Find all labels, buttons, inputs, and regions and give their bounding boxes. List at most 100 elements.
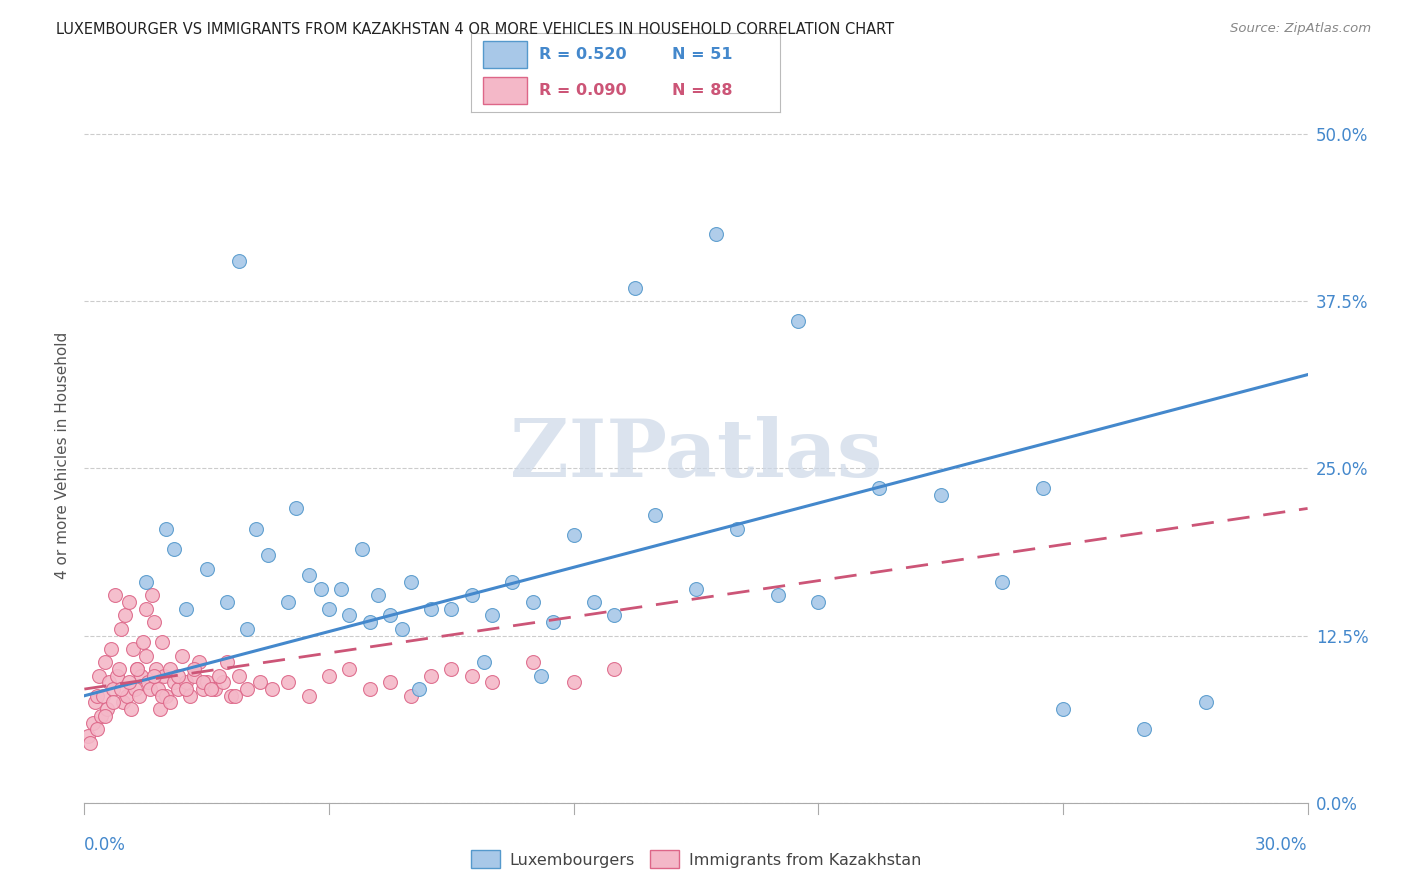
Y-axis label: 4 or more Vehicles in Household: 4 or more Vehicles in Household [55,331,70,579]
Point [86,689,108,703]
Point [112,696,135,710]
Point [472,655,495,669]
Point [145,662,167,676]
Point [127,662,149,676]
Point [298,689,321,703]
Point [149,702,172,716]
Text: LUXEMBOURGER VS IMMIGRANTS FROM KAZAKHSTAN 4 OR MORE VEHICLES IN HOUSEHOLD CORRE: LUXEMBOURGER VS IMMIGRANTS FROM KAZAKHST… [56,22,894,37]
Point [110,681,132,696]
FancyBboxPatch shape [484,77,527,103]
Point [93,708,117,723]
Point [543,615,565,630]
Point [172,648,194,663]
Point [461,669,484,683]
Point [644,508,666,523]
Point [787,314,810,328]
Point [309,582,332,596]
Point [217,595,239,609]
Point [1052,702,1074,716]
Point [97,675,120,690]
Point [991,574,1014,589]
Point [136,675,159,690]
Point [167,669,190,683]
Point [224,689,246,703]
Point [869,482,891,496]
Point [1195,696,1218,710]
Point [131,669,153,683]
Point [191,675,214,690]
Point [277,675,299,690]
Point [249,675,271,690]
Point [236,681,259,696]
Point [135,648,157,663]
Point [350,541,373,556]
Point [725,521,748,535]
Point [228,669,250,683]
Point [155,689,177,703]
Point [100,642,122,657]
Point [339,662,361,676]
Point [318,669,340,683]
Point [1032,482,1054,496]
Point [187,655,209,669]
Point [380,608,402,623]
Point [522,655,544,669]
Point [174,675,197,690]
Point [603,662,626,676]
Text: R = 0.090: R = 0.090 [538,83,627,98]
Point [440,601,463,615]
Point [399,689,422,703]
Point [174,601,197,615]
Point [522,595,544,609]
Point [195,562,218,576]
Point [277,595,299,609]
Point [530,669,553,683]
Point [204,681,226,696]
Point [257,548,280,563]
Point [128,689,150,703]
Point [108,662,131,676]
Point [132,635,155,649]
Point [87,669,110,683]
Point [183,662,205,676]
Point [624,280,647,294]
Point [138,681,160,696]
Point [127,662,149,676]
Text: R = 0.520: R = 0.520 [538,46,627,62]
Point [208,669,231,683]
Point [481,608,503,623]
FancyBboxPatch shape [484,41,527,68]
Point [135,574,157,589]
Text: ZIPatlas: ZIPatlas [510,416,882,494]
Point [141,589,163,603]
Point [481,675,503,690]
Text: N = 88: N = 88 [672,83,733,98]
Text: 0.0%: 0.0% [84,837,127,855]
Point [142,669,165,683]
Point [79,735,101,749]
Point [807,595,830,609]
Point [212,675,235,690]
Point [163,541,186,556]
Text: Source: ZipAtlas.com: Source: ZipAtlas.com [1230,22,1371,36]
Point [245,521,267,535]
Point [339,608,361,623]
Point [706,227,728,241]
Point [124,681,146,696]
Point [603,608,626,623]
Point [150,635,173,649]
Point [380,675,402,690]
Point [191,681,214,696]
Text: 30.0%: 30.0% [1256,837,1308,855]
Point [367,589,389,603]
Point [120,702,142,716]
Point [153,669,176,683]
Point [408,681,430,696]
Point [159,696,181,710]
Point [118,675,141,690]
Point [167,681,190,696]
Point [685,582,707,596]
Point [183,669,205,683]
Point [142,615,165,630]
Point [174,681,197,696]
